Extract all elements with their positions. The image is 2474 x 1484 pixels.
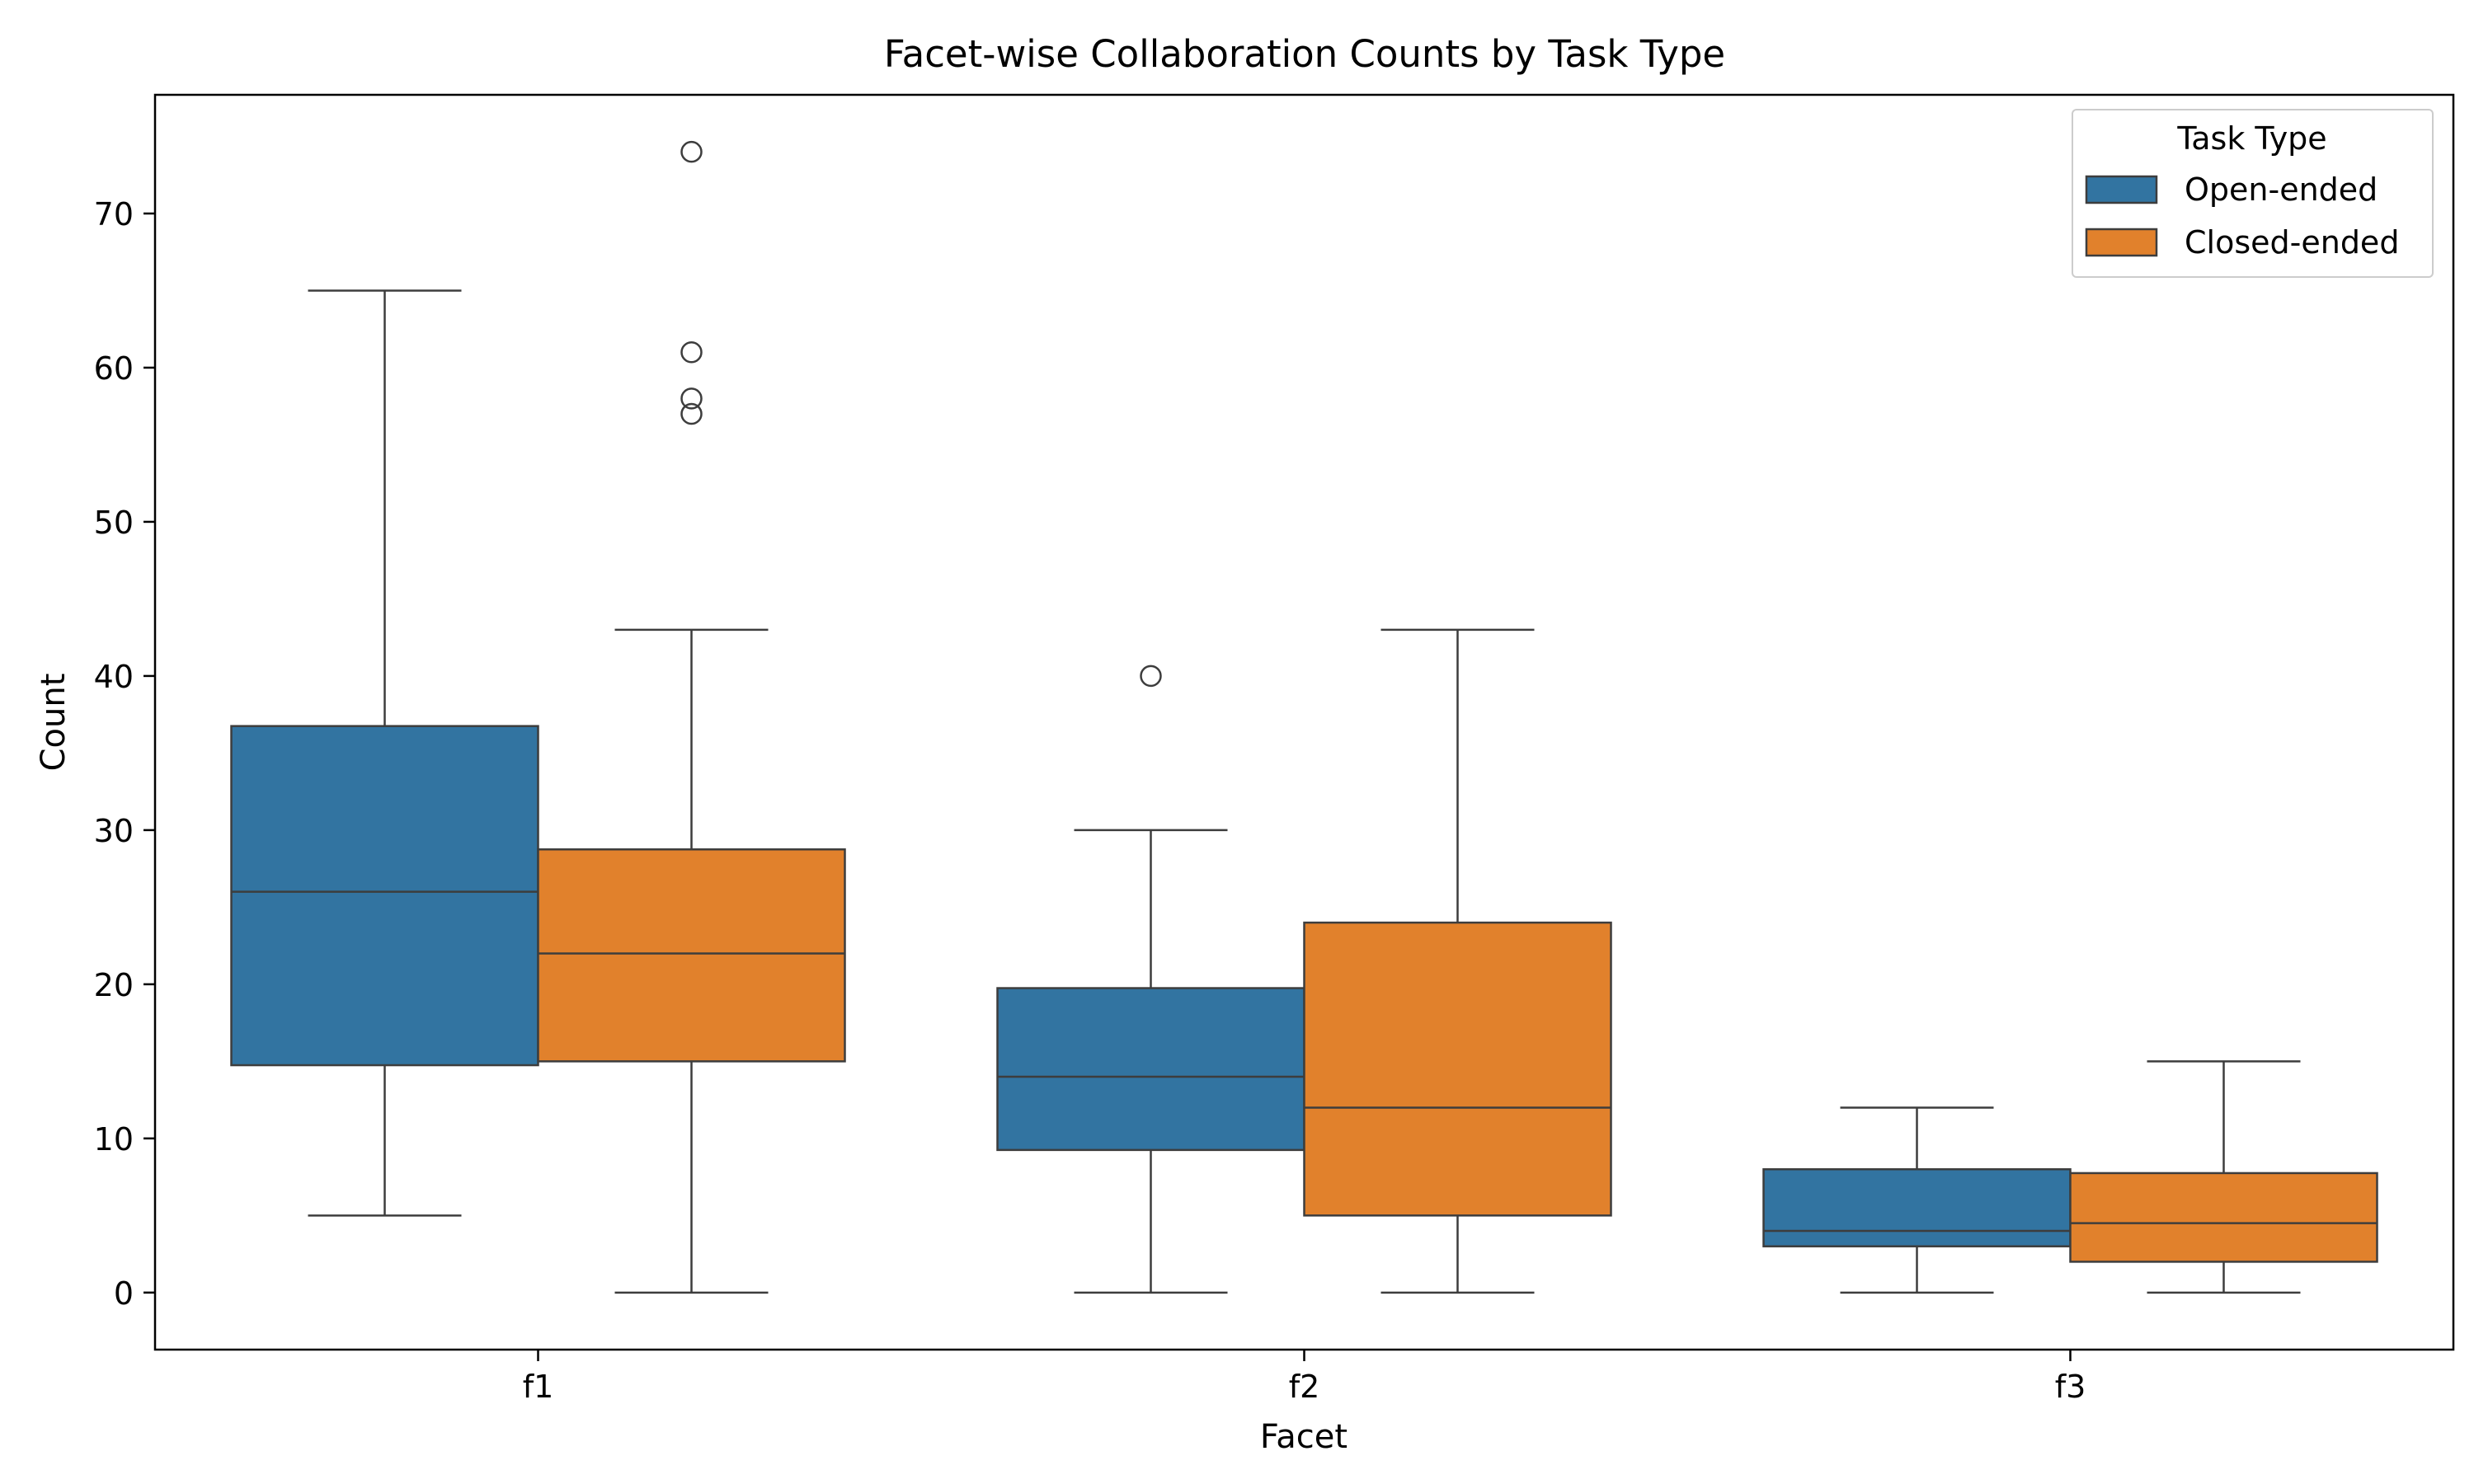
box-body [996, 987, 1305, 1152]
y-tick-label: 20 [94, 967, 134, 1003]
legend-swatch [2085, 175, 2158, 204]
x-tick-label: f2 [1289, 1369, 1320, 1405]
y-axis-label: Count [35, 674, 73, 772]
box-body [230, 725, 539, 1067]
box-Closed-ended-f1 [537, 140, 846, 1294]
y-axis: 0 10 20 30 40 50 60 70 [94, 196, 155, 1312]
box-body [2069, 1172, 2378, 1263]
box-Open-ended-f2 [996, 665, 1305, 1294]
x-axis: f1 f2 f3 [523, 1350, 2086, 1405]
legend: Task Type Open-ended Closed-ended [2072, 109, 2434, 278]
box-Closed-ended-f3 [2069, 1060, 2378, 1294]
legend-swatch [2085, 228, 2158, 257]
box-body [1762, 1167, 2072, 1247]
x-tick-label: f1 [523, 1369, 554, 1405]
box-body [1303, 921, 1612, 1217]
y-tick-label: 50 [94, 505, 134, 541]
outlier-point [1140, 665, 1162, 688]
y-tick-label: 40 [94, 659, 134, 695]
y-tick-label: 10 [94, 1121, 134, 1158]
legend-title: Task Type [2176, 120, 2326, 157]
x-axis-label: Facet [1260, 1418, 1348, 1456]
y-tick-label: 0 [114, 1275, 134, 1312]
x-tick-label: f3 [2055, 1369, 2086, 1405]
legend-label: Open-ended [2185, 171, 2378, 208]
legend-frame [2072, 109, 2434, 278]
y-tick-label: 60 [94, 350, 134, 387]
box-Open-ended-f1 [230, 289, 539, 1217]
y-tick-label: 30 [94, 813, 134, 849]
outlier-point [680, 140, 703, 163]
outlier-point [680, 402, 703, 425]
box-body [537, 848, 846, 1063]
outlier-point [680, 341, 703, 364]
box-Closed-ended-f2 [1303, 628, 1612, 1294]
y-tick-label: 70 [94, 196, 134, 232]
plot-area [230, 140, 2378, 1294]
outlier-point [680, 387, 703, 410]
legend-label: Closed-ended [2185, 224, 2399, 261]
chart-title: Facet-wise Collaboration Counts by Task … [884, 32, 1725, 76]
